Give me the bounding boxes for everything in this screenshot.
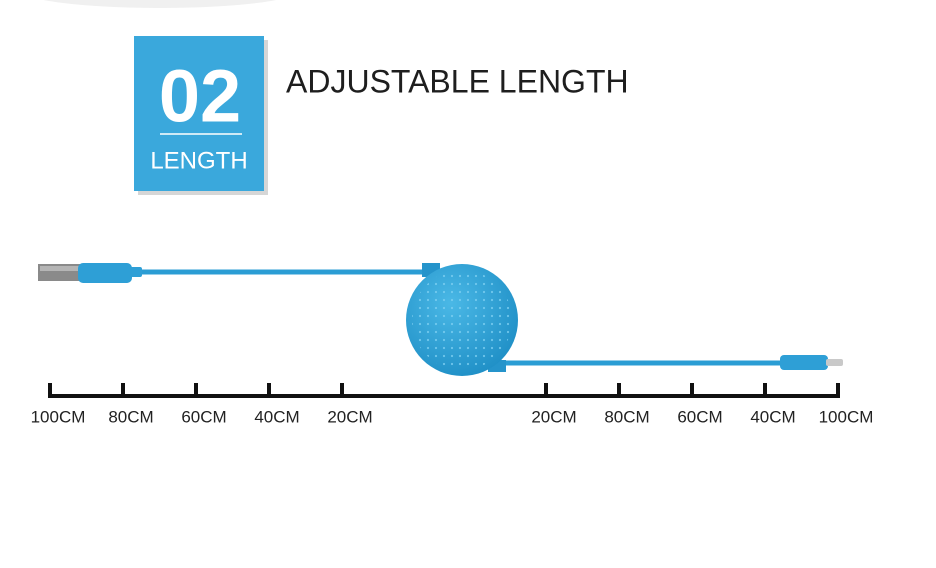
usb-strain (130, 267, 142, 277)
lightning-sleeve (780, 355, 828, 370)
tick-label: 40CM (750, 407, 795, 426)
top-shadow (43, 0, 277, 8)
cable (38, 263, 843, 376)
scale: 100CM 80CM 60CM 40CM 20CM 20CM 80CM 60CM 40CM 100… (31, 383, 874, 426)
heading: ADJUSTABLE LENGTH (286, 63, 629, 99)
tick-label: 20CM (327, 407, 372, 426)
usb-highlight (40, 266, 80, 271)
badge-label: LENGTH (150, 147, 247, 174)
tick-label: 40CM (254, 407, 299, 426)
lightning-tip (826, 359, 843, 366)
reel-texture (412, 270, 512, 370)
tick-label: 100CM (819, 407, 874, 426)
tick-label: 80CM (108, 407, 153, 426)
tick-label: 60CM (677, 407, 722, 426)
tick-label: 20CM (531, 407, 576, 426)
badge-number: 02 (159, 55, 241, 138)
tick-label: 100CM (31, 407, 86, 426)
usb-sleeve (78, 263, 132, 283)
badge (134, 36, 264, 191)
tick-label: 60CM (181, 407, 226, 426)
tick-label: 80CM (604, 407, 649, 426)
